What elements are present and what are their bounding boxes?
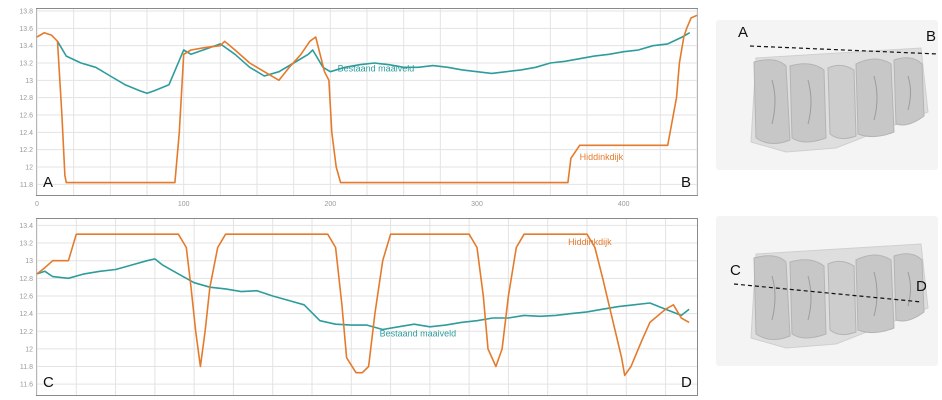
y-tick-label: 12.2 [19, 329, 33, 336]
y-tick-label: 12.6 [19, 113, 33, 120]
series-line-hiddinkdijk [36, 233, 690, 377]
series-label-hiddinkdijk: Hiddinkdijk [580, 152, 624, 162]
y-tick-label: 13 [25, 78, 33, 85]
x-tick-label: 300 [471, 201, 483, 208]
y-tick-label: 13.6 [19, 26, 33, 33]
profile-end-label: B [681, 174, 691, 191]
y-tick-label: 12 [25, 165, 33, 172]
y-tick-label: 12.8 [19, 95, 33, 102]
y-tick-label: 13.4 [19, 43, 33, 50]
profile-end-label: D [681, 374, 692, 391]
y-tick-label: 13.2 [19, 241, 33, 248]
y-tick-label: 12.8 [19, 276, 33, 283]
profile-chart-ab: 11.8 12 12.2 12.4 12.6 12.8 13 13.2 13.4 13.6 13.8… [19, 8, 698, 208]
series-label-bestaand-maaiveld: Bestaand maaiveld [380, 329, 457, 339]
map-point-start: C [730, 262, 741, 279]
y-tick-label: 13.4 [19, 223, 33, 230]
x-tick-label: 400 [618, 201, 630, 208]
x-tick-label: 0 [35, 201, 39, 208]
y-tick-label: 11.6 [20, 382, 33, 389]
y-tick-label: 11.8 [20, 182, 33, 189]
y-tick-label: 12.4 [19, 311, 33, 318]
y-tick-label: 13.8 [19, 9, 33, 16]
y-tick-label: 13.2 [19, 61, 33, 68]
y-tick-label: 12.4 [19, 130, 33, 137]
x-tick-label: 100 [178, 201, 190, 208]
series-label-bestaand-maaiveld: Bestaand maaiveld [338, 64, 415, 74]
series-line-bestaand-maaiveld [56, 32, 691, 95]
series-line-bestaand-maaiveld [36, 258, 690, 331]
map-point-start: A [738, 24, 749, 41]
parcel-map-cd [733, 243, 929, 349]
map-point-end: B [926, 28, 937, 45]
map-point-end: D [916, 278, 927, 295]
series-label-hiddinkdijk: Hiddinkdijk [568, 237, 612, 247]
parcel-map-ab [749, 45, 939, 153]
profile-chart-cd: 11.611.81212.212.412.612.81313.213.40100… [19, 218, 698, 396]
y-tick-label: 12.2 [19, 147, 33, 154]
y-tick-label: 11.8 [20, 364, 33, 371]
map-thumbnail-ab: A B [716, 20, 939, 170]
map-thumbnail-cd: C D [716, 216, 938, 366]
y-tick-label: 12.6 [19, 293, 33, 300]
y-tick-label: 12 [25, 346, 33, 353]
x-tick-label: 200 [324, 201, 336, 208]
series-line-hiddinkdijk [36, 14, 698, 184]
y-tick-label: 13 [25, 258, 33, 265]
profile-chart-ab-svg: 11.8 12 12.2 12.4 12.6 12.8 13 13.2 13.4 13.6 13.8… [19, 9, 698, 208]
profile-chart-cd-svg: 11.611.81212.212.412.612.81313.213.40100… [19, 219, 697, 395]
profile-start-label: C [43, 374, 54, 391]
profile-start-label: A [43, 174, 53, 191]
